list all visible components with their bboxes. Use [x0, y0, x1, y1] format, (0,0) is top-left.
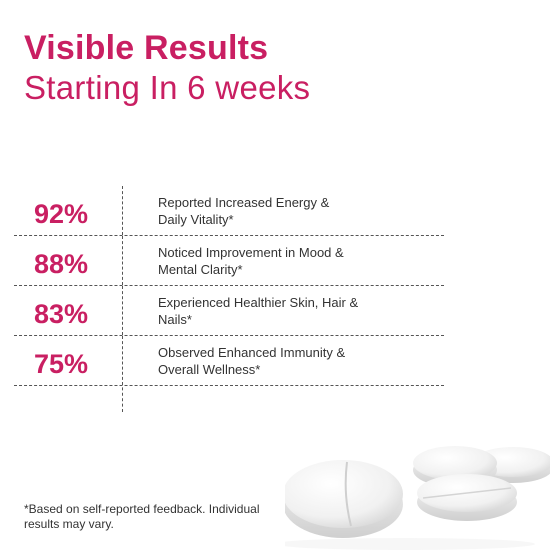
- stat-description-line: Experienced Healthier Skin, Hair &: [158, 294, 359, 310]
- footnote-line: *Based on self-reported feedback. Indivi…: [24, 502, 260, 516]
- stat-description: Noticed Improvement in Mood & Mental Cla…: [158, 244, 408, 278]
- stats-table: 92% Reported Increased Energy & Daily Vi…: [14, 186, 444, 386]
- stat-description: Reported Increased Energy & Daily Vitali…: [158, 194, 408, 228]
- stat-description-line: Reported Increased Energy &: [158, 194, 330, 210]
- headline: Visible Results Starting In 6 weeks: [24, 28, 524, 108]
- stat-row: 92% Reported Increased Energy & Daily Vi…: [14, 186, 444, 236]
- stat-description-line: Observed Enhanced Immunity &: [158, 344, 346, 360]
- stat-percent: 83%: [34, 299, 89, 329]
- stat-description-line: Mental Clarity*: [158, 261, 243, 277]
- headline-title: Visible Results: [24, 29, 269, 67]
- stat-percent: 92%: [34, 199, 89, 229]
- stat-percent: 75%: [34, 349, 89, 379]
- stat-description-line: Daily Vitality*: [158, 211, 234, 227]
- tablet-back-middle: [413, 446, 497, 487]
- stat-row: 88% Noticed Improvement in Mood & Mental…: [14, 236, 444, 286]
- stat-percent: 88%: [34, 249, 89, 279]
- column-divider: [122, 336, 123, 385]
- stat-description: Experienced Healthier Skin, Hair & Nails…: [158, 294, 408, 328]
- column-divider: [122, 236, 123, 285]
- tablet-front-left: [283, 460, 403, 538]
- stat-description: Observed Enhanced Immunity & Overall Wel…: [158, 344, 408, 378]
- column-divider: [122, 286, 123, 335]
- footnote-line: results may vary.: [24, 517, 114, 531]
- disclaimer-footnote: *Based on self-reported feedback. Indivi…: [24, 502, 294, 532]
- tablet-front-right: [417, 474, 517, 521]
- column-divider-tail: [122, 382, 123, 412]
- stat-description-line: Noticed Improvement in Mood &: [158, 244, 344, 260]
- headline-subtitle: Starting In 6 weeks: [24, 69, 311, 106]
- white-tablets-image: [275, 420, 550, 550]
- stat-description-line: Nails*: [158, 311, 192, 327]
- column-divider: [122, 186, 123, 235]
- stat-row: 83% Experienced Healthier Skin, Hair & N…: [14, 286, 444, 336]
- stat-row: 75% Observed Enhanced Immunity & Overall…: [14, 336, 444, 386]
- stat-description-line: Overall Wellness*: [158, 361, 261, 377]
